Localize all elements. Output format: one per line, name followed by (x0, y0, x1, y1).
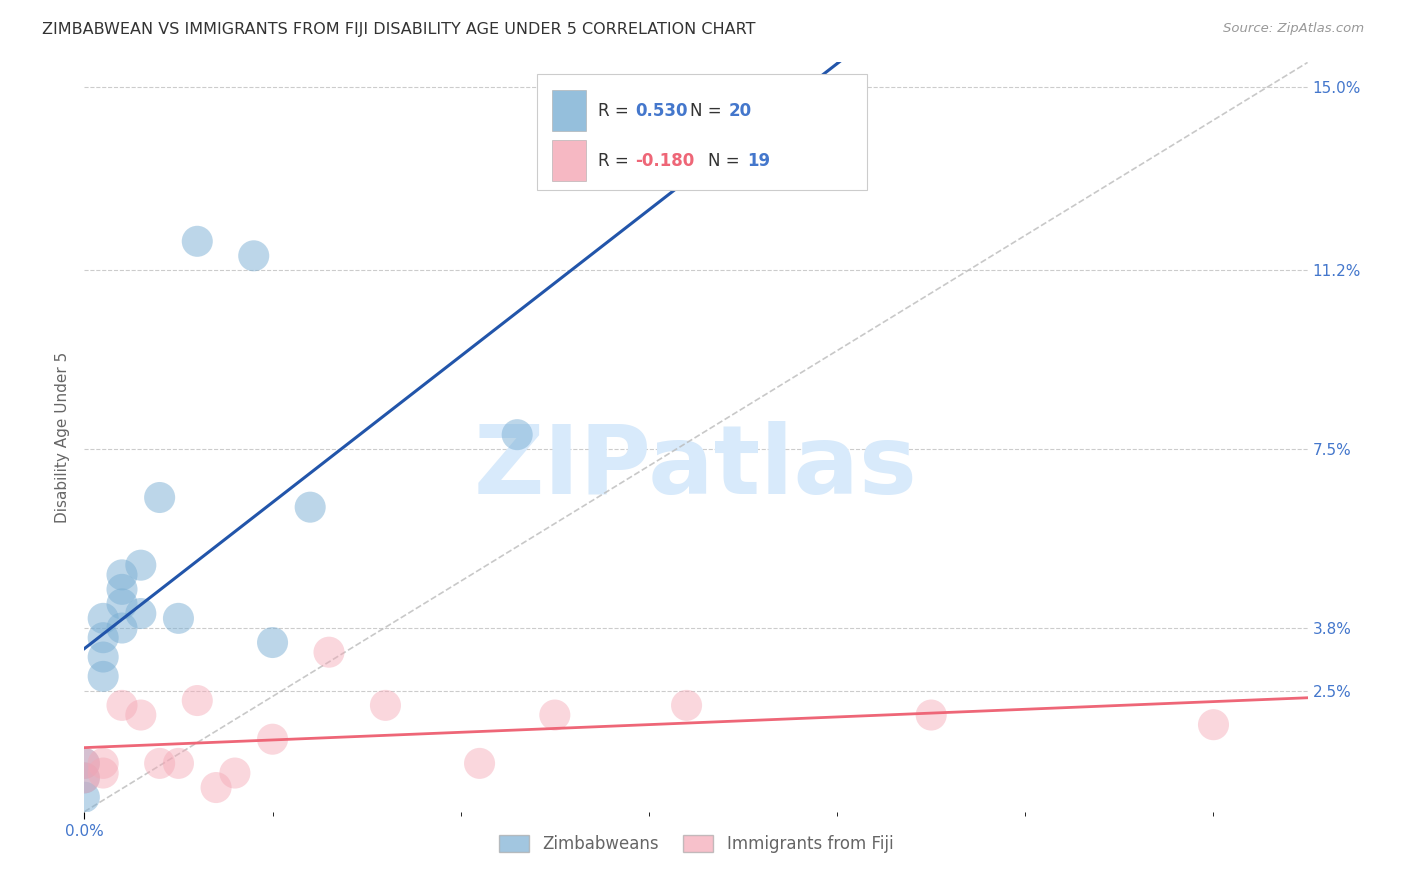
Point (374, 698, 396, 713)
Point (91, 611, 114, 625)
Text: N =: N = (690, 102, 727, 120)
Point (73, 771, 96, 785)
Text: R =: R = (598, 152, 634, 169)
FancyBboxPatch shape (551, 90, 586, 131)
Text: R =: R = (598, 102, 634, 120)
Point (186, 235, 208, 249)
Point (91, 650, 114, 665)
Point (129, 708, 152, 723)
Point (506, 427, 529, 442)
Text: ZIMBABWEAN VS IMMIGRANTS FROM FIJI DISABILITY AGE UNDER 5 CORRELATION CHART: ZIMBABWEAN VS IMMIGRANTS FROM FIJI DISAB… (42, 22, 755, 37)
Point (91, 766, 114, 780)
Point (675, 698, 697, 713)
Point (129, 558, 152, 573)
Point (262, 732, 284, 747)
Text: N =: N = (709, 152, 745, 169)
Point (224, 766, 246, 780)
Point (242, 249, 264, 263)
FancyBboxPatch shape (537, 74, 868, 190)
Point (262, 635, 284, 649)
Text: 19: 19 (748, 152, 770, 169)
Text: 20: 20 (728, 102, 752, 120)
Point (73, 790, 96, 805)
Point (111, 582, 134, 597)
Point (111, 597, 134, 611)
Point (73, 771, 96, 785)
Point (149, 756, 172, 771)
Y-axis label: Disability Age Under 5: Disability Age Under 5 (55, 351, 70, 523)
Legend: Zimbabweans, Immigrants from Fiji: Zimbabweans, Immigrants from Fiji (492, 828, 900, 860)
Point (186, 693, 208, 707)
Point (544, 708, 567, 723)
Text: Source: ZipAtlas.com: Source: ZipAtlas.com (1223, 22, 1364, 36)
Point (1202, 717, 1225, 731)
Point (167, 756, 190, 771)
Point (167, 611, 190, 625)
Point (468, 756, 491, 771)
Text: ZIPatlas: ZIPatlas (474, 420, 918, 514)
Text: -0.180: -0.180 (636, 152, 695, 169)
Point (920, 708, 942, 723)
Point (205, 780, 228, 795)
Point (73, 756, 96, 771)
Point (111, 567, 134, 582)
Point (73, 756, 96, 771)
Point (91, 756, 114, 771)
FancyBboxPatch shape (551, 140, 586, 181)
Point (318, 645, 340, 659)
Point (129, 607, 152, 621)
Point (149, 491, 172, 505)
Point (111, 621, 134, 635)
Point (299, 500, 322, 515)
Point (111, 698, 134, 713)
Point (91, 669, 114, 683)
Point (91, 631, 114, 645)
Text: 0.530: 0.530 (636, 102, 688, 120)
